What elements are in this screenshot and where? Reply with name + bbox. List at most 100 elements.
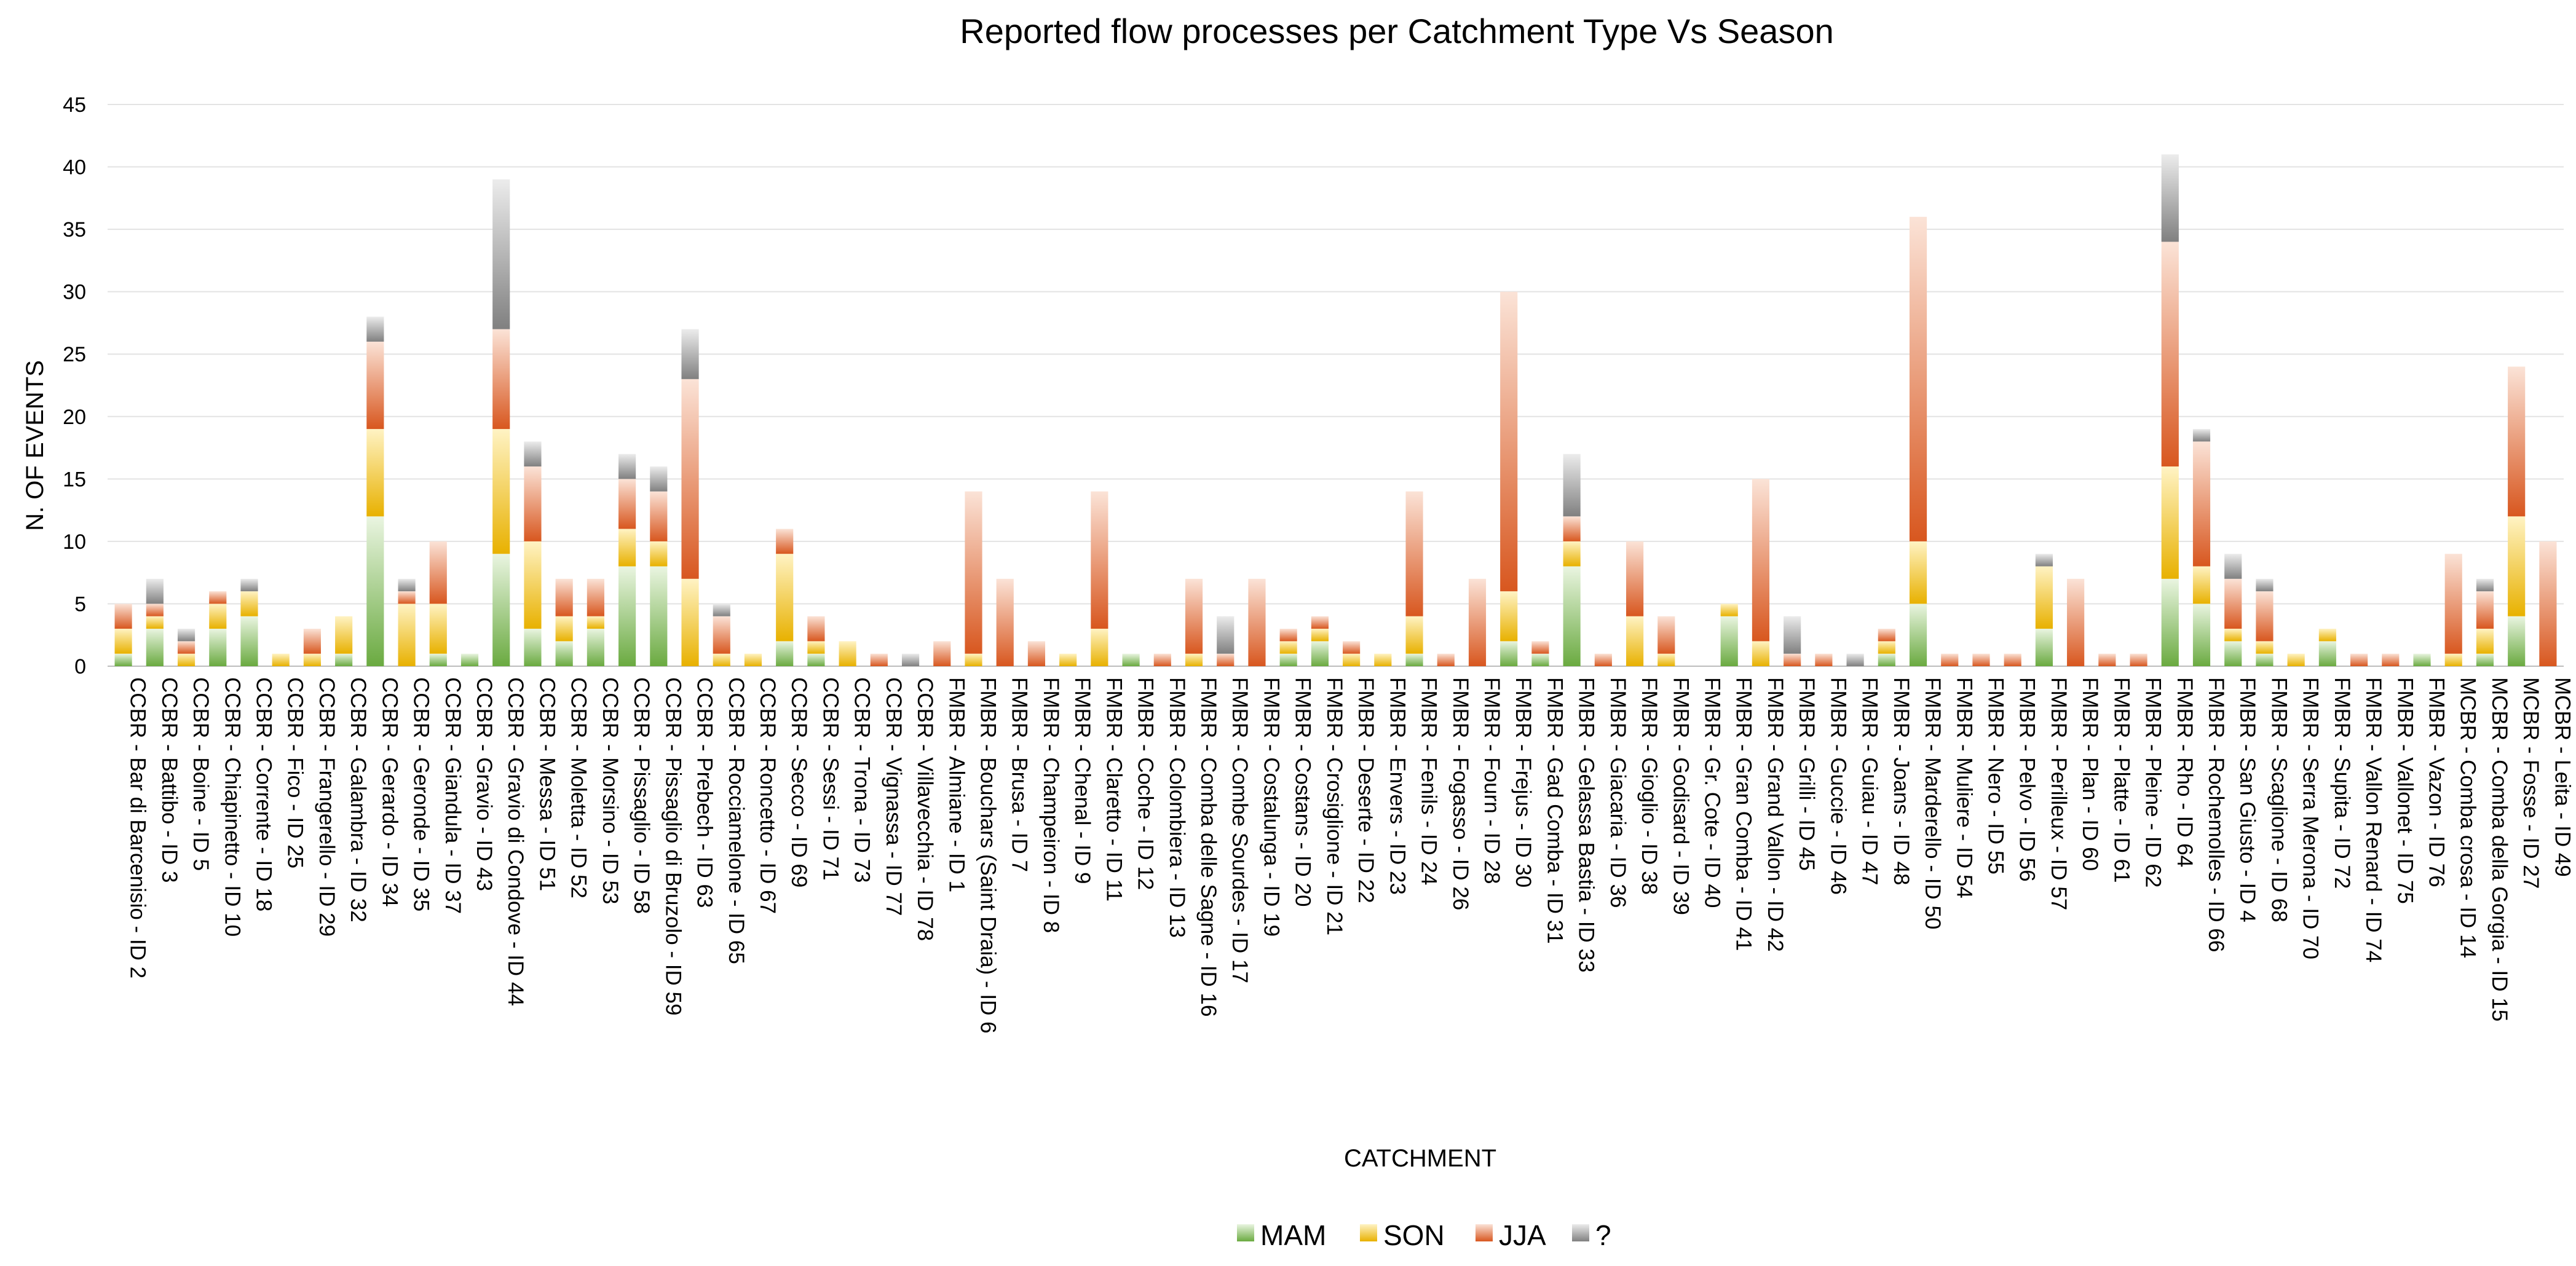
x-tick-label: FMBR - Giacaria - ID 36 [1606, 677, 1630, 908]
bar-segment-son-0 [114, 629, 132, 654]
x-tick-label: FMBR - Fenils - ID 24 [1417, 677, 1441, 885]
bar-segment-mam-76 [2508, 616, 2526, 666]
bar-segment-jja-59 [1972, 653, 1990, 666]
bar-segment-unknown-4 [240, 578, 258, 592]
x-tick-label: CCBR - Morsino - ID 53 [598, 677, 622, 905]
bar-segment-mam-56 [1878, 653, 1895, 666]
bar-segment-son-8 [366, 429, 384, 517]
bar-segment-jja-53 [1784, 653, 1801, 666]
bar-segment-son-67 [2224, 629, 2242, 642]
bar-segment-jja-27 [965, 491, 982, 654]
legend-label-mam: MAM [1260, 1219, 1326, 1251]
bar-segment-son-3 [209, 604, 227, 629]
bar-segment-mam-51 [1720, 616, 1738, 666]
y-tick-label: 45 [63, 93, 86, 117]
bar-segment-mam-32 [1122, 653, 1140, 666]
x-tick-label: FMBR - Gioglio - ID 38 [1637, 677, 1661, 895]
bar-segment-son-75 [2476, 629, 2494, 654]
bar-segment-son-18 [681, 578, 699, 666]
bar-segment-unknown-75 [2476, 578, 2494, 592]
bar-segment-son-41 [1405, 616, 1423, 654]
bar-segment-jja-21 [776, 529, 794, 554]
bar-segment-jja-74 [2444, 554, 2462, 654]
x-tick-label: FMBR - Joans - ID 48 [1889, 677, 1913, 885]
bar-segment-son-48 [1626, 616, 1644, 666]
bar-segment-mam-41 [1405, 653, 1423, 666]
x-tick-label: FMBR - Perilleux - ID 57 [2047, 677, 2071, 910]
x-tick-label: CCBR - Battibo - ID 3 [157, 677, 181, 883]
bar-segment-mam-7 [335, 653, 353, 666]
bar-segment-unknown-25 [901, 653, 920, 666]
bar-segment-jja-44 [1500, 291, 1518, 592]
bar-segment-son-66 [2192, 566, 2211, 604]
bar-segment-son-2 [177, 653, 196, 666]
bar-segment-jja-39 [1343, 641, 1361, 654]
x-tick-label: FMBR - Scaglione - ID 68 [2267, 677, 2291, 922]
bar-segment-jja-76 [2508, 366, 2526, 517]
bar-segment-son-17 [650, 541, 668, 567]
bar-segment-jja-13 [524, 466, 542, 541]
bar-segment-son-5 [272, 653, 290, 666]
bar-segment-son-49 [1657, 653, 1675, 666]
bar-segment-mam-14 [555, 641, 573, 666]
x-tick-label: FMBR - Gad Comba - ID 31 [1543, 677, 1567, 944]
legend: MAM SON JJA ? [1237, 1219, 1611, 1251]
bar-segment-son-46 [1563, 541, 1581, 567]
bar-segment-jja-52 [1752, 479, 1770, 642]
bar-segment-unknown-1 [146, 578, 164, 604]
x-tick-label: FMBR - Pleine - ID 62 [2141, 677, 2165, 887]
legend-label-son: SON [1383, 1219, 1445, 1251]
x-axis-title: CATCHMENT [1344, 1145, 1496, 1172]
x-tick-label: FMBR - Rochemolles - ID 66 [2204, 677, 2228, 952]
bar-segment-son-76 [2508, 516, 2526, 616]
y-tick-label: 0 [74, 655, 86, 678]
x-tick-label: CCBR - Gerardo - ID 34 [377, 677, 401, 906]
x-tick-label: FMBR - Marderello - ID 50 [1921, 677, 1945, 929]
bar-segment-jja-71 [2350, 653, 2368, 666]
bar-segment-mam-4 [240, 616, 258, 666]
bar-segment-jja-35 [1217, 653, 1235, 666]
x-tick-label: FMBR - Fourn - ID 28 [1480, 677, 1504, 884]
bar-segment-jja-77 [2539, 541, 2557, 666]
bar-segment-mam-16 [618, 566, 636, 666]
bar-segment-jja-24 [870, 653, 888, 666]
x-tick-label: FMBR - Guccie - ID 46 [1826, 677, 1850, 895]
bar-segment-mam-8 [366, 516, 384, 666]
bar-segment-jja-43 [1468, 578, 1487, 666]
x-tick-label: FMBR - Rho - ID 64 [2173, 677, 2197, 867]
bar-segment-mam-37 [1279, 653, 1297, 666]
bar-segment-jja-3 [209, 591, 227, 604]
bar-segment-son-20 [744, 653, 762, 666]
bar-segment-son-39 [1343, 653, 1361, 666]
x-tick-label: CCBR - Roncetto - ID 67 [756, 677, 780, 914]
x-tick-label: FMBR - Gr. Cote - ID 40 [1701, 677, 1725, 908]
x-axis-category-labels: CCBR - Bar di Barcenisio - ID 2 CCBR - Ba… [126, 677, 2575, 1034]
bar-segment-unknown-46 [1563, 454, 1581, 517]
bar-segment-mam-15 [587, 629, 604, 666]
y-tick-label: 40 [63, 156, 86, 179]
bars [114, 154, 2557, 666]
bar-segment-unknown-9 [398, 578, 416, 592]
bar-segment-son-65 [2161, 466, 2179, 579]
bar-segment-jja-8 [366, 341, 384, 430]
bar-segment-unknown-68 [2256, 578, 2274, 592]
bar-segment-mam-13 [524, 629, 542, 666]
x-tick-label: CCBR - Trona - ID 73 [850, 677, 874, 883]
legend-label-unknown: ? [1595, 1219, 1611, 1251]
bar-segment-jja-63 [2098, 653, 2116, 666]
bar-segment-jja-0 [114, 604, 132, 629]
bar-segment-son-19 [713, 653, 730, 666]
bar-segment-jja-37 [1279, 629, 1297, 642]
x-tick-label: FMBR - Grilli - ID 45 [1795, 677, 1819, 871]
x-tick-label: FMBR - Coche - ID 12 [1134, 677, 1158, 890]
bar-segment-son-61 [2035, 566, 2053, 629]
x-tick-label: FMBR - Gran Comba - ID 41 [1732, 677, 1756, 951]
bar-segment-jja-26 [933, 641, 951, 666]
x-tick-label: FMBR - Pelvo - ID 56 [2015, 677, 2039, 882]
bar-segment-unknown-67 [2224, 554, 2242, 579]
bar-segment-jja-16 [618, 479, 636, 529]
bar-segment-jja-17 [650, 491, 668, 541]
bar-segment-son-15 [587, 616, 604, 629]
x-tick-label: FMBR - Comba delle Sagne - ID 16 [1196, 677, 1220, 1016]
bar-segment-jja-41 [1405, 491, 1423, 616]
